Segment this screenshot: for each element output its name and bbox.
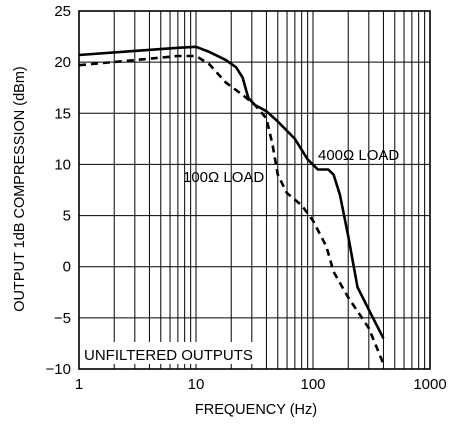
y-tick-label: 20 — [54, 54, 71, 71]
annotation-unfiltered-outputs: UNFILTERED OUTPUTS — [84, 347, 253, 364]
y-tick-label: 15 — [54, 105, 71, 122]
frame-layer — [78, 10, 431, 370]
y-tick-label: 0 — [63, 259, 71, 276]
y-tick-label: 5 — [63, 208, 71, 225]
x-tick-label: 100 — [300, 376, 325, 393]
y-tick-label: −10 — [46, 361, 71, 378]
grid-layer — [79, 11, 430, 369]
annotation-400-ohm-load: 400Ω LOAD — [318, 147, 399, 164]
x-tick-label: 1 — [75, 376, 83, 393]
series-layer — [78, 45, 385, 365]
series-line-400-ohm — [78, 45, 385, 339]
y-tick-label: −5 — [54, 310, 71, 327]
x-tick-label: 10 — [188, 376, 205, 393]
label-layer: 400Ω LOAD 100Ω LOAD UNFILTERED OUTPUTS F… — [12, 3, 447, 418]
plot-frame — [78, 10, 431, 370]
y-tick-label: 25 — [54, 3, 71, 20]
y-axis-title: OUTPUT 1dB COMPRESSION (dBm) — [12, 66, 28, 311]
x-axis-title: FREQUENCY (Hz) — [195, 402, 317, 418]
annotation-unfiltered-outputs-bg — [81, 342, 257, 364]
annotation-100-ohm-load: 100Ω LOAD — [183, 169, 264, 186]
y-tick-label: 10 — [54, 156, 71, 173]
x-tick-label: 1000 — [413, 376, 446, 393]
